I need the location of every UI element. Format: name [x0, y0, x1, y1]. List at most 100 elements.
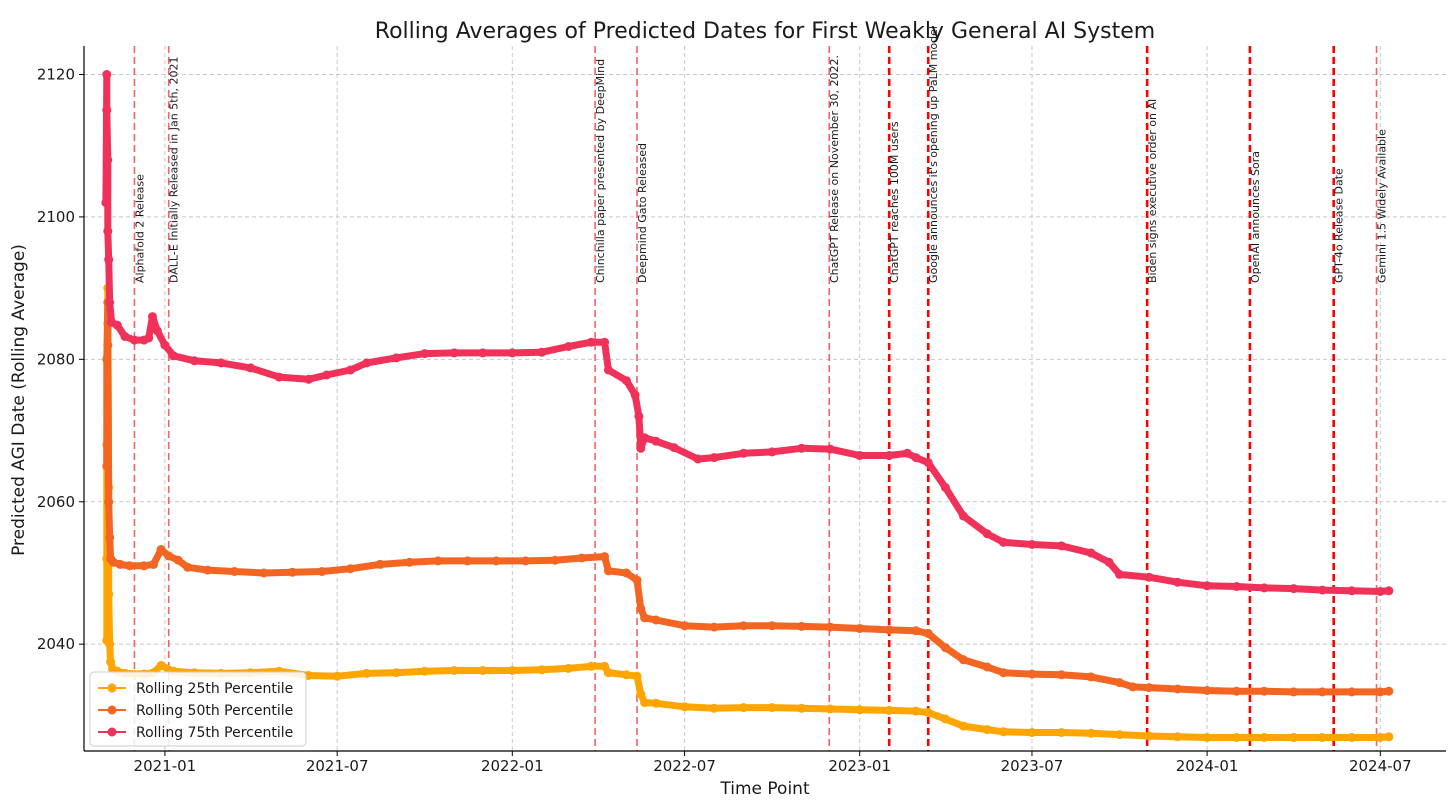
data-point: [855, 624, 865, 633]
data-point: [923, 708, 933, 717]
legend-box: [89, 671, 307, 747]
data-point: [603, 668, 613, 678]
data-point: [1057, 670, 1066, 680]
data-point: [940, 714, 950, 724]
data-point: [982, 662, 992, 672]
data-point: [709, 622, 719, 632]
data-point: [998, 537, 1008, 547]
data-point: [103, 226, 113, 236]
data-point: [189, 356, 199, 366]
data-point: [449, 348, 459, 358]
data-point: [405, 557, 414, 567]
data-point: [164, 551, 174, 561]
data-point: [102, 70, 112, 79]
y-tick-label: 2060: [37, 493, 75, 511]
data-point: [940, 643, 950, 653]
data-point: [375, 559, 385, 569]
y-tick-label: 2120: [37, 65, 75, 83]
data-point: [636, 604, 646, 614]
data-point: [636, 443, 646, 453]
data-point: [797, 703, 807, 713]
data-point: [911, 706, 921, 716]
chart-title: Rolling Averages of Predicted Dates for …: [375, 19, 1155, 44]
series-3: [101, 70, 1394, 596]
data-point: [1232, 686, 1242, 696]
data-point: [1115, 730, 1124, 740]
data-point: [1317, 687, 1327, 697]
data-point: [104, 589, 114, 599]
data-point: [902, 448, 912, 458]
data-point: [156, 661, 166, 670]
data-point: [102, 105, 112, 115]
data-point: [420, 349, 430, 359]
x-tick-label: 2022-01: [481, 757, 544, 775]
data-point: [1375, 687, 1385, 697]
data-point: [640, 433, 650, 443]
data-point: [274, 372, 284, 382]
data-point: [669, 443, 679, 453]
data-point: [216, 358, 226, 368]
data-point: [169, 351, 178, 361]
data-point: [1289, 584, 1299, 594]
data-point: [998, 668, 1008, 678]
data-point: [160, 340, 170, 350]
data-point: [1232, 733, 1242, 742]
data-point: [183, 562, 193, 572]
data-point: [651, 698, 661, 708]
data-point: [651, 615, 661, 625]
data-point: [1057, 541, 1066, 551]
data-point: [958, 721, 968, 731]
data-point: [797, 621, 807, 631]
data-point: [622, 376, 631, 386]
data-point: [603, 365, 613, 375]
data-point: [1259, 733, 1269, 742]
data-point: [391, 353, 401, 363]
data-point: [1173, 577, 1183, 587]
x-tick-label: 2023-07: [1001, 757, 1064, 775]
x-tick-label: 2023-01: [828, 757, 891, 775]
data-point: [825, 622, 835, 632]
data-point: [1086, 728, 1096, 738]
x-tick-label: 2024-01: [1176, 757, 1239, 775]
data-point: [709, 453, 719, 463]
data-point: [1115, 678, 1124, 688]
data-point: [102, 354, 112, 364]
data-point: [322, 370, 332, 380]
data-point: [600, 337, 610, 347]
data-point: [149, 559, 158, 569]
data-point: [586, 337, 596, 347]
data-point: [640, 613, 650, 623]
data-point: [586, 661, 596, 671]
data-point: [923, 458, 933, 468]
data-point: [1259, 686, 1269, 696]
data-point: [433, 556, 443, 566]
event-label: ChatGPT Release on November 30, 2022.: [828, 55, 841, 283]
data-point: [1173, 684, 1183, 694]
grid: [84, 46, 1446, 751]
data-point: [1289, 687, 1299, 697]
data-point: [767, 447, 777, 457]
data-point: [564, 663, 573, 673]
data-point: [1259, 583, 1269, 593]
data-point: [1027, 540, 1037, 549]
data-point: [203, 565, 213, 575]
data-point: [507, 348, 517, 358]
event-label: Chinchilla paper presented by DeepMind: [594, 59, 607, 283]
data-point: [105, 297, 115, 307]
data-point: [259, 568, 269, 578]
data-point: [1232, 582, 1242, 591]
data-point: [1173, 732, 1183, 742]
data-point: [982, 529, 992, 539]
data-point: [106, 657, 116, 667]
data-point: [622, 670, 631, 680]
data-point: [600, 552, 610, 562]
data-point: [287, 567, 297, 577]
series-2: [102, 297, 1394, 697]
data-point: [103, 340, 113, 350]
event-label: DALL-E Initially Released in Jan 5th, 20…: [168, 56, 181, 283]
data-point: [825, 704, 835, 714]
data-point: [630, 390, 640, 400]
data-point: [958, 655, 968, 665]
series-line: [102, 71, 1393, 595]
